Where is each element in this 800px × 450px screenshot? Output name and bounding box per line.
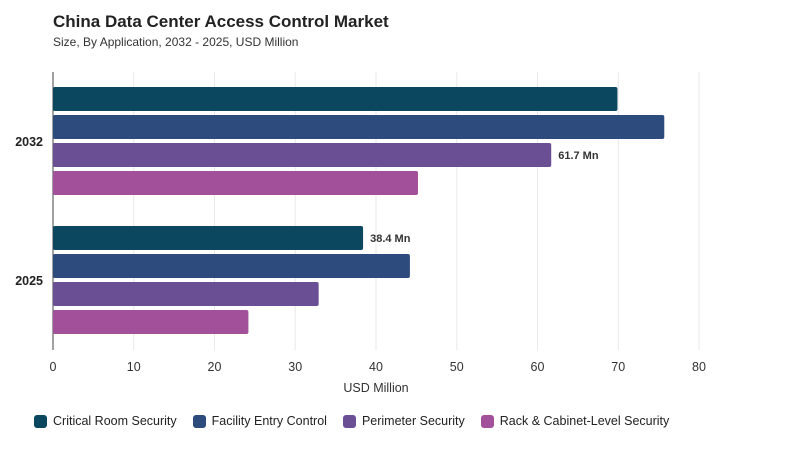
legend-item: Facility Entry Control	[192, 414, 327, 428]
x-tick-label: 70	[611, 360, 625, 374]
bar	[53, 310, 249, 334]
legend-label: Facility Entry Control	[211, 414, 327, 428]
bar	[53, 115, 665, 139]
x-tick-label: 30	[288, 360, 302, 374]
category-label: 2032	[15, 135, 43, 149]
bar	[53, 254, 410, 278]
x-tick-label: 60	[531, 360, 545, 374]
x-tick-label: 40	[369, 360, 383, 374]
bar	[53, 171, 418, 195]
legend-item: Critical Room Security	[34, 414, 177, 428]
x-tick-label: 50	[450, 360, 464, 374]
legend-label: Perimeter Security	[361, 414, 465, 428]
x-axis-title: USD Million	[343, 381, 408, 395]
data-label: 61.7 Mn	[558, 150, 599, 162]
legend-swatch	[342, 414, 356, 428]
legend-swatch	[192, 414, 206, 428]
bar	[53, 282, 319, 306]
category-label: 2025	[15, 274, 43, 288]
x-tick-label: 80	[692, 360, 706, 374]
chart-title: China Data Center Access Control Market	[53, 12, 389, 31]
legend-swatch	[34, 414, 47, 428]
legend-swatch	[480, 414, 494, 428]
chart-legend: Critical Room Security Facility Entry Con…	[34, 414, 669, 428]
x-tick-label: 20	[208, 360, 222, 374]
legend-label: Rack & Cabinet-Level Security	[499, 414, 670, 428]
x-tick-label: 10	[127, 360, 141, 374]
chart-subtitle: Size, By Application, 2032 - 2025, USD M…	[53, 35, 299, 49]
legend-item: Perimeter Security	[342, 414, 465, 428]
bar	[53, 87, 618, 111]
legend-item: Rack & Cabinet-Level Security	[480, 414, 670, 428]
legend-label: Critical Room Security	[53, 414, 177, 428]
x-tick-label: 0	[50, 360, 57, 374]
bar	[53, 143, 552, 167]
bar	[53, 226, 364, 250]
data-label: 38.4 Mn	[370, 233, 411, 245]
